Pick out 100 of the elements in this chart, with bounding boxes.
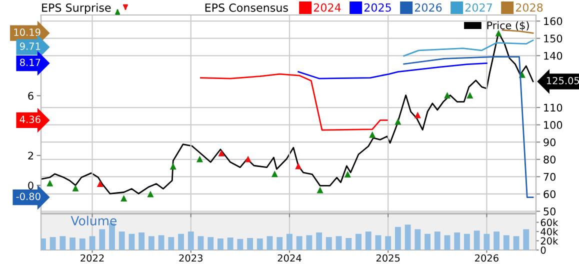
y2-tick-label: 110: [544, 104, 562, 112]
bar: [296, 236, 302, 250]
bar: [247, 238, 253, 250]
bar: [237, 238, 244, 250]
point: [46, 180, 54, 186]
y-tick-label: 2: [28, 152, 34, 160]
point: [316, 186, 324, 194]
bar: [158, 235, 164, 250]
y-tick-label: 0: [540, 246, 546, 254]
bar: [198, 236, 204, 250]
bar: [41, 238, 46, 250]
line-series: [403, 40, 534, 57]
bar: [286, 234, 292, 250]
point: [466, 92, 474, 98]
y2-tick-label: 50: [544, 207, 556, 216]
bar: [266, 236, 273, 250]
point: [394, 118, 402, 125]
bar: [513, 236, 520, 250]
bar: [256, 238, 263, 250]
y2-tick-label: 60: [544, 190, 556, 198]
bar: [326, 237, 332, 250]
bar: [178, 234, 184, 250]
bar: [188, 232, 194, 250]
point: [96, 180, 104, 188]
bar: [523, 229, 530, 250]
bar: [474, 230, 480, 250]
y-tick-label: 60k: [540, 218, 558, 226]
bar: [79, 238, 86, 250]
bar: [365, 232, 372, 250]
line-series: [298, 62, 488, 80]
data-label: 125.05: [546, 76, 579, 84]
bar: [218, 238, 224, 250]
bar: [227, 238, 234, 250]
x-tick-label: 2022: [80, 254, 104, 262]
bar: [208, 237, 214, 250]
bar: [494, 232, 500, 250]
text: 9.71: [20, 42, 40, 50]
y2-tick-label: 80: [544, 156, 556, 164]
x-tick-label: 2023: [179, 254, 202, 262]
bar: [60, 236, 66, 250]
y2-tick-label: 90: [544, 138, 556, 146]
bar: [168, 237, 174, 250]
text: 8.17: [20, 58, 40, 66]
bar: [464, 234, 470, 250]
point: [196, 156, 204, 162]
point: [369, 131, 376, 138]
legend-label: Price ($): [487, 21, 529, 31]
bar: [306, 235, 312, 250]
y2-tick-label: 70: [544, 172, 556, 181]
bar: [503, 235, 510, 250]
point: [271, 170, 278, 178]
bar: [424, 234, 430, 250]
text: -0.80: [16, 192, 40, 200]
y-tick-label: 40k: [540, 228, 558, 236]
bar: [375, 235, 382, 250]
line-series: [200, 73, 388, 131]
bar: [99, 229, 106, 250]
y-tick-label: 20k: [540, 237, 558, 245]
legend-label: 2025: [364, 3, 391, 12]
text: 4.36: [20, 116, 40, 124]
text: 10.19: [14, 28, 40, 36]
bar: [70, 238, 76, 250]
point: [147, 190, 154, 198]
x-tick-label: 2024: [278, 254, 302, 262]
y2-tick-label: 100: [544, 121, 562, 129]
legend-label: 2028: [516, 3, 543, 12]
bar: [454, 232, 460, 250]
x-tick-label: 2026: [475, 254, 498, 262]
legend-label: 2024: [314, 3, 341, 12]
point: [495, 30, 502, 36]
legend-label: 2026: [414, 3, 442, 12]
point: [244, 156, 252, 162]
y-tick-label: 6: [28, 92, 34, 100]
point: [72, 184, 79, 192]
x-tick-label: 2025: [376, 254, 400, 262]
bar: [50, 237, 56, 250]
chart-title: EPS Surprise: [42, 3, 111, 14]
bar: [444, 235, 450, 250]
point: [295, 162, 302, 170]
point: [120, 195, 128, 202]
bar: [346, 238, 352, 250]
bar: [138, 232, 145, 250]
chart-title: Volume: [70, 216, 117, 226]
bar: [414, 229, 421, 250]
bar: [89, 236, 96, 250]
bar: [128, 234, 135, 250]
line-series: [403, 56, 534, 198]
bar: [276, 237, 283, 250]
y2-tick-label: 150: [544, 34, 562, 42]
point: [444, 92, 451, 98]
bar: [148, 236, 154, 250]
bar: [385, 236, 392, 250]
point: [218, 150, 225, 156]
y2-tick-label: 140: [544, 52, 562, 60]
bar: [484, 234, 490, 250]
bar: [316, 232, 322, 250]
y2-tick-label: 160: [544, 17, 562, 26]
bar: [434, 232, 440, 250]
point: [170, 163, 176, 170]
bar: [356, 234, 362, 250]
